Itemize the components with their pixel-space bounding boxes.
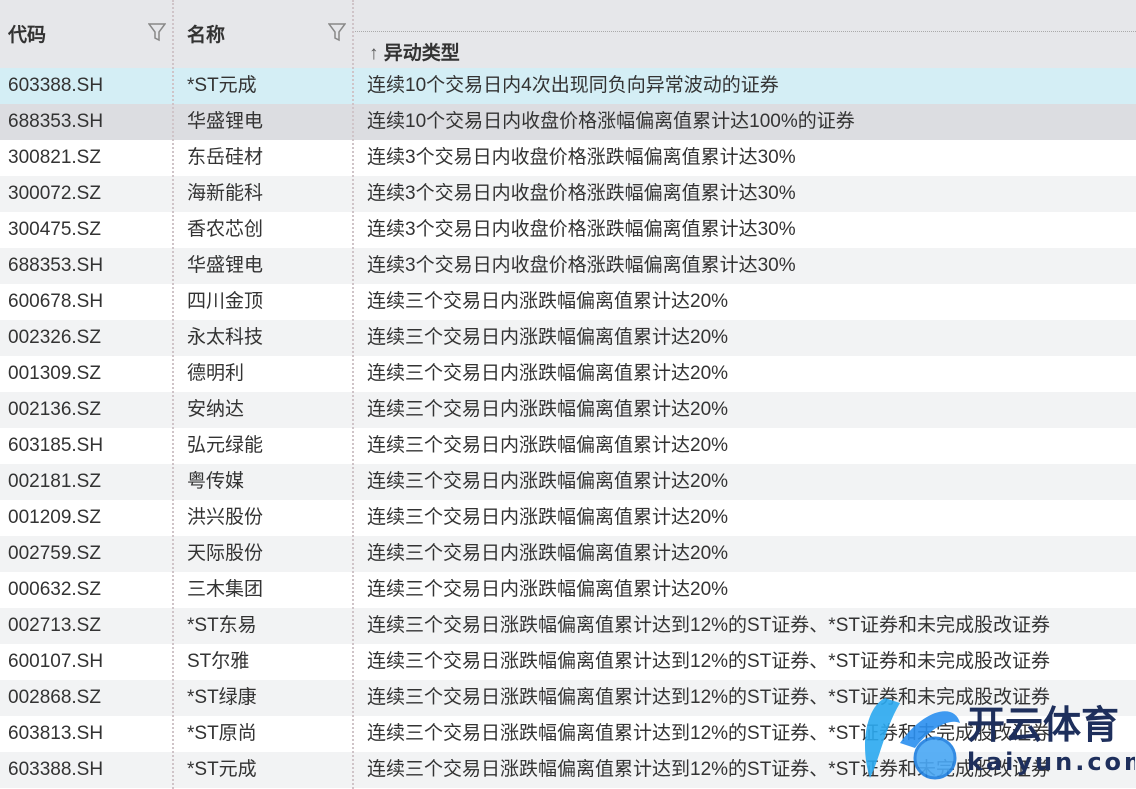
cell-type: 连续三个交易日内涨跌幅偏离值累计达20% <box>367 579 729 600</box>
cell-code: 603388.SH <box>8 759 104 780</box>
cell-code: 001309.SZ <box>8 363 101 384</box>
cell-name: *ST元成 <box>187 75 257 96</box>
cell-name: *ST绿康 <box>187 687 257 708</box>
cell-name: 德明利 <box>187 363 245 384</box>
table-row[interactable]: 002759.SZ 天际股份 连续三个交易日内涨跌幅偏离值累计达20% <box>0 536 1136 572</box>
cell-code: 002713.SZ <box>8 615 101 636</box>
cell-name: *ST东易 <box>187 615 257 636</box>
cell-type: 连续3个交易日内收盘价格涨跌幅偏离值累计达30% <box>367 219 796 240</box>
column-header-code[interactable]: 代码 <box>0 0 172 68</box>
column-title: 名称 <box>187 25 226 46</box>
table-row[interactable]: 002713.SZ *ST东易 连续三个交易日涨跌幅偏离值累计达到12%的ST证券、… <box>0 608 1136 644</box>
cell-type: 连续三个交易日内涨跌幅偏离值累计达20% <box>367 363 729 384</box>
cell-name: 粤传媒 <box>187 471 245 492</box>
cell-code: 600107.SH <box>8 651 104 672</box>
cell-code: 300821.SZ <box>8 147 101 168</box>
cell-type: 连续三个交易日涨跌幅偏离值累计达到12%的ST证券、*ST证券和未完成股改证券 <box>367 723 1050 744</box>
table-row[interactable]: 603185.SH 弘元绿能 连续三个交易日内涨跌幅偏离值累计达20% <box>0 428 1136 464</box>
cell-type: 连续三个交易日内涨跌幅偏离值累计达20% <box>367 435 729 456</box>
cell-type: 连续三个交易日涨跌幅偏离值累计达到12%的ST证券、*ST证券和未完成股改证券 <box>367 759 1050 780</box>
cell-name: 海新能科 <box>187 183 264 204</box>
cell-type: 连续三个交易日内涨跌幅偏离值累计达20% <box>367 291 729 312</box>
cell-name: 洪兴股份 <box>187 507 264 528</box>
table-row[interactable]: 603388.SH *ST元成 连续10个交易日内4次出现同负向异常波动的证券 <box>0 68 1136 104</box>
column-divider[interactable] <box>352 0 354 789</box>
table-row[interactable]: 001209.SZ 洪兴股份 连续三个交易日内涨跌幅偏离值累计达20% <box>0 500 1136 536</box>
cell-code: 688353.SH <box>8 111 104 132</box>
column-header-type[interactable]: ↑ 异动类型 <box>355 0 1136 68</box>
column-title: 异动类型 <box>383 43 460 64</box>
table-row[interactable]: 600107.SH ST尔雅 连续三个交易日涨跌幅偏离值累计达到12%的ST证券、*… <box>0 644 1136 680</box>
table-row[interactable]: 603813.SH *ST原尚 连续三个交易日涨跌幅偏离值累计达到12%的ST证券、… <box>0 716 1136 752</box>
table-row[interactable]: 603388.SH *ST元成 连续三个交易日涨跌幅偏离值累计达到12%的ST证券、… <box>0 752 1136 788</box>
table-row[interactable]: 002326.SZ 永太科技 连续三个交易日内涨跌幅偏离值累计达20% <box>0 320 1136 356</box>
cell-code: 603388.SH <box>8 75 104 96</box>
cell-code: 603185.SH <box>8 435 104 456</box>
sort-ascending-icon[interactable]: ↑ <box>369 43 379 64</box>
table-row[interactable]: 600678.SH 四川金顶 连续三个交易日内涨跌幅偏离值累计达20% <box>0 284 1136 320</box>
column-divider[interactable] <box>172 0 174 789</box>
table-row[interactable]: 002868.SZ *ST绿康 连续三个交易日涨跌幅偏离值累计达到12%的ST证券、… <box>0 680 1136 716</box>
cell-name: ST尔雅 <box>187 651 250 672</box>
cell-type: 连续三个交易日内涨跌幅偏离值累计达20% <box>367 399 729 420</box>
table-body: 603388.SH *ST元成 连续10个交易日内4次出现同负向异常波动的证券 688… <box>0 68 1136 788</box>
cell-type: 连续3个交易日内收盘价格涨跌幅偏离值累计达30% <box>367 183 796 204</box>
cell-type: 连续三个交易日内涨跌幅偏离值累计达20% <box>367 543 729 564</box>
cell-name: 东岳硅材 <box>187 147 264 168</box>
cell-name: *ST原尚 <box>187 723 257 744</box>
cell-type: 连续三个交易日内涨跌幅偏离值累计达20% <box>367 471 729 492</box>
cell-code: 300072.SZ <box>8 183 101 204</box>
cell-name: *ST元成 <box>187 759 257 780</box>
cell-code: 000632.SZ <box>8 579 101 600</box>
cell-code: 001209.SZ <box>8 507 101 528</box>
cell-code: 300475.SZ <box>8 219 101 240</box>
cell-type: 连续三个交易日涨跌幅偏离值累计达到12%的ST证券、*ST证券和未完成股改证券 <box>367 651 1050 672</box>
cell-code: 002759.SZ <box>8 543 101 564</box>
cell-type: 连续10个交易日内4次出现同负向异常波动的证券 <box>367 75 779 96</box>
column-header-name[interactable]: 名称 <box>174 0 352 68</box>
cell-name: 永太科技 <box>187 327 264 348</box>
table-header: 代码 名称 ↑ 异动类型 <box>0 0 1136 68</box>
table-row[interactable]: 688353.SH 华盛锂电 连续3个交易日内收盘价格涨跌幅偏离值累计达30% <box>0 248 1136 284</box>
cell-code: 002136.SZ <box>8 399 101 420</box>
cell-type: 连续10个交易日内收盘价格涨幅偏离值累计达100%的证券 <box>367 111 855 132</box>
cell-code: 603813.SH <box>8 723 104 744</box>
table-row[interactable]: 001309.SZ 德明利 连续三个交易日内涨跌幅偏离值累计达20% <box>0 356 1136 392</box>
cell-type: 连续三个交易日涨跌幅偏离值累计达到12%的ST证券、*ST证券和未完成股改证券 <box>367 615 1050 636</box>
cell-code: 600678.SH <box>8 291 104 312</box>
cell-code: 002868.SZ <box>8 687 101 708</box>
column-title: 代码 <box>8 25 47 46</box>
cell-type: 连续三个交易日内涨跌幅偏离值累计达20% <box>367 507 729 528</box>
cell-type: 连续3个交易日内收盘价格涨跌幅偏离值累计达30% <box>367 255 796 276</box>
cell-name: 三木集团 <box>187 579 264 600</box>
cell-name: 华盛锂电 <box>187 111 264 132</box>
filter-icon[interactable] <box>328 22 346 42</box>
table-row[interactable]: 300475.SZ 香农芯创 连续3个交易日内收盘价格涨跌幅偏离值累计达30% <box>0 212 1136 248</box>
table-row[interactable]: 688353.SH 华盛锂电 连续10个交易日内收盘价格涨幅偏离值累计达100%的证… <box>0 104 1136 140</box>
cell-type: 连续3个交易日内收盘价格涨跌幅偏离值累计达30% <box>367 147 796 168</box>
cell-name: 香农芯创 <box>187 219 264 240</box>
cell-code: 002326.SZ <box>8 327 101 348</box>
cell-name: 四川金顶 <box>187 291 264 312</box>
table-row[interactable]: 002136.SZ 安纳达 连续三个交易日内涨跌幅偏离值累计达20% <box>0 392 1136 428</box>
cell-name: 安纳达 <box>187 399 245 420</box>
cell-name: 弘元绿能 <box>187 435 264 456</box>
table-row[interactable]: 000632.SZ 三木集团 连续三个交易日内涨跌幅偏离值累计达20% <box>0 572 1136 608</box>
cell-code: 688353.SH <box>8 255 104 276</box>
cell-type: 连续三个交易日涨跌幅偏离值累计达到12%的ST证券、*ST证券和未完成股改证券 <box>367 687 1050 708</box>
table-row[interactable]: 002181.SZ 粤传媒 连续三个交易日内涨跌幅偏离值累计达20% <box>0 464 1136 500</box>
table-row[interactable]: 300821.SZ 东岳硅材 连续3个交易日内收盘价格涨跌幅偏离值累计达30% <box>0 140 1136 176</box>
cell-code: 002181.SZ <box>8 471 101 492</box>
divider <box>355 31 1136 32</box>
cell-name: 华盛锂电 <box>187 255 264 276</box>
cell-name: 天际股份 <box>187 543 264 564</box>
cell-type: 连续三个交易日内涨跌幅偏离值累计达20% <box>367 327 729 348</box>
filter-icon[interactable] <box>148 22 166 42</box>
table-row[interactable]: 300072.SZ 海新能科 连续3个交易日内收盘价格涨跌幅偏离值累计达30% <box>0 176 1136 212</box>
